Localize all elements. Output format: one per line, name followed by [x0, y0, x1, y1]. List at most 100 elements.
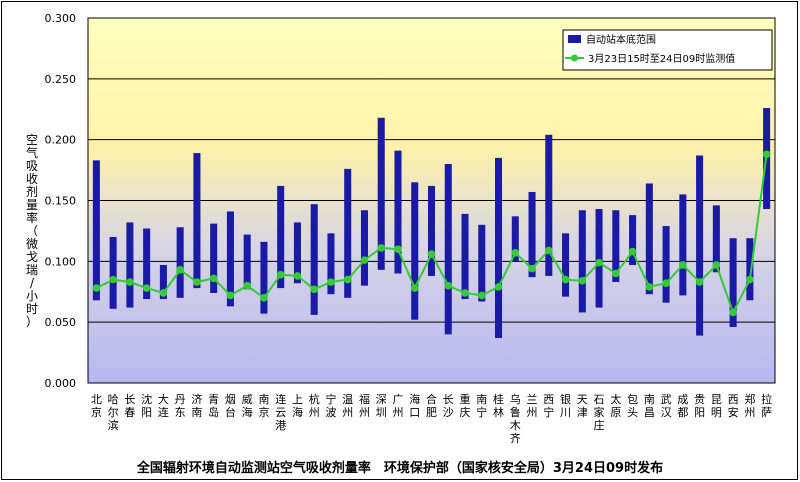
range-bar — [176, 227, 184, 298]
y-tick-label: 0.200 — [45, 134, 77, 147]
x-tick-label: 海口 — [409, 392, 420, 419]
x-tick-label: 南昌 — [644, 393, 655, 419]
measurement-point — [528, 264, 536, 273]
legend-label-measured: 3月23日15时至24日09时监测值 — [588, 52, 735, 65]
x-tick-label: 天津 — [577, 393, 588, 419]
x-tick-label: 包头 — [627, 393, 638, 419]
range-bar — [461, 213, 469, 300]
range-bar — [193, 153, 201, 289]
x-tick-label: 南京 — [258, 393, 269, 419]
measurement-point — [243, 281, 251, 290]
range-bar — [143, 228, 151, 300]
x-tick-label: 合肥 — [426, 392, 437, 419]
x-tick-label: 南宁 — [476, 393, 487, 419]
range-bar — [662, 226, 670, 303]
range-bar — [126, 222, 134, 308]
measurement-point — [394, 245, 402, 253]
range-bar — [696, 155, 704, 336]
measurement-point — [695, 278, 704, 286]
x-tick-label: 北京 — [91, 393, 102, 419]
measurement-point — [109, 275, 117, 284]
range-bar — [293, 222, 301, 284]
range-bar — [277, 185, 285, 289]
measurement-point — [360, 256, 369, 264]
range-bar — [427, 185, 436, 276]
measurement-point — [310, 285, 319, 294]
measurement-point — [377, 244, 386, 252]
range-bar — [495, 157, 503, 338]
legend: 自动站本底范围 3月23日15时至24日09时监测值 — [562, 29, 773, 71]
x-tick-label: 西宁 — [543, 393, 554, 419]
range-bar — [327, 233, 335, 295]
x-tick-label: 威海 — [242, 393, 253, 419]
x-tick-label: 太原 — [610, 393, 621, 419]
range-bar — [360, 210, 368, 286]
x-tick-label: 石家庄 — [594, 393, 605, 432]
x-tick-label: 上海 — [292, 393, 303, 419]
measurement-point — [293, 272, 302, 280]
range-bar — [729, 238, 737, 328]
x-tick-label: 武汉 — [661, 393, 672, 419]
measurement-point — [276, 270, 285, 279]
measurement-point — [427, 250, 436, 258]
y-axis-ticks: 0.000 0.050 0.100 0.150 0.200 0.250 0.300 — [45, 12, 77, 390]
x-tick-label: 长沙 — [443, 393, 454, 419]
x-axis-labels: 北京哈尔滨长春沈阳大连丹东济南青岛烟台威海南京连云港上海杭州宁波温州福州深圳广州… — [91, 392, 772, 445]
measurement-point — [662, 279, 670, 288]
x-tick-label: 杭州 — [309, 392, 320, 419]
measurement-point — [595, 258, 603, 267]
x-tick-label: 重庆 — [460, 392, 471, 419]
range-bar — [344, 168, 352, 298]
range-bar — [411, 182, 419, 320]
x-tick-label: 西安 — [728, 393, 739, 419]
legend-label-range: 自动站本底范围 — [586, 33, 656, 46]
measurement-point — [729, 308, 737, 317]
y-tick-label: 0.250 — [45, 73, 77, 86]
range-bar — [612, 210, 620, 283]
x-tick-label: 桂林 — [493, 392, 504, 419]
x-tick-label: 银川 — [560, 392, 571, 419]
measurement-point — [612, 269, 620, 278]
x-tick-label: 贵阳 — [694, 393, 705, 419]
range-bar — [578, 210, 586, 313]
x-tick-label: 温州 — [342, 393, 353, 419]
range-bar — [712, 205, 720, 273]
y-tick-label: 0.150 — [45, 195, 77, 208]
measurement-point — [159, 289, 168, 297]
range-bar — [645, 183, 653, 295]
range-bar — [210, 223, 218, 293]
x-tick-label: 沈阳 — [141, 392, 152, 419]
x-tick-label: 济南 — [191, 392, 202, 419]
y-tick-label: 0.300 — [45, 12, 77, 25]
x-tick-label: 深圳 — [376, 393, 387, 419]
range-bar — [394, 150, 402, 274]
range-bar — [511, 216, 519, 262]
measurement-point — [176, 266, 184, 274]
measurement-point — [126, 278, 134, 286]
legend-line-marker — [571, 54, 578, 62]
y-tick-label: 0.050 — [45, 316, 77, 329]
measurement-point — [343, 275, 352, 284]
y-axis-title: 空气吸收剂量率（微戈瑞/小时） — [26, 133, 38, 329]
measurement-point — [494, 283, 503, 291]
measurement-point — [327, 278, 335, 286]
measurement-point — [712, 261, 721, 269]
x-tick-label: 长春 — [124, 393, 135, 419]
y-axis-label: 空气吸收剂量率（微戈瑞/小时） — [26, 133, 38, 329]
measurement-point — [260, 294, 268, 302]
measurement-point — [762, 150, 771, 159]
measurement-point — [578, 277, 587, 285]
range-bar — [629, 215, 637, 265]
measurement-point — [645, 283, 654, 291]
x-tick-label: 烟台 — [225, 392, 236, 419]
range-bar — [595, 209, 603, 308]
measurement-point — [209, 274, 218, 283]
measurement-point — [142, 284, 151, 292]
range-bar — [310, 204, 318, 315]
chart-title: 全国辐射环境自动监测站空气吸收剂量率 环境保护部（国家核安全局）3月24日09时… — [136, 460, 663, 476]
range-bar — [377, 117, 385, 270]
range-bar — [92, 160, 100, 301]
range-bar — [109, 237, 117, 309]
range-bar — [478, 224, 486, 302]
